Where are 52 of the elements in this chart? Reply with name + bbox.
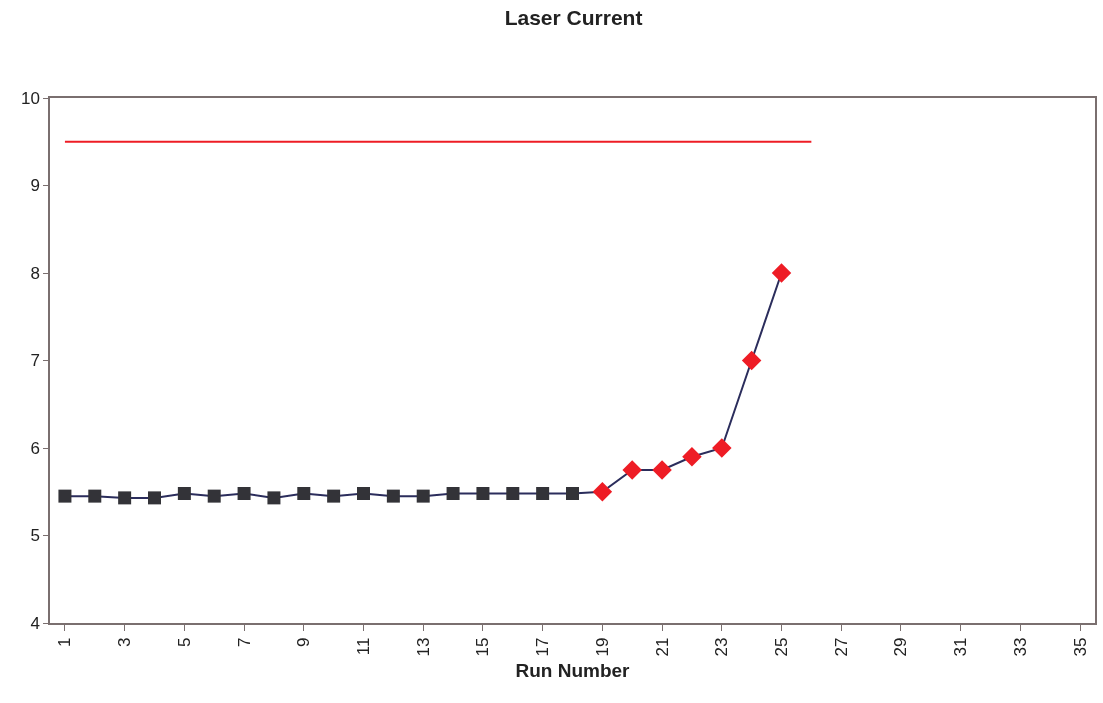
x-tick-label: 23 xyxy=(712,637,732,657)
y-tick-label: 6 xyxy=(30,438,40,458)
x-tick-label: 7 xyxy=(234,637,254,648)
y-tick-label: 8 xyxy=(30,263,40,283)
point xyxy=(476,487,490,500)
point xyxy=(536,487,550,500)
x-tick-label: 21 xyxy=(652,637,672,657)
y-tick-label: 10 xyxy=(20,88,40,108)
y-tick-label: 7 xyxy=(30,351,40,371)
point xyxy=(446,487,460,500)
point xyxy=(148,491,161,505)
point xyxy=(592,482,613,502)
point xyxy=(416,489,430,503)
point xyxy=(58,489,72,503)
y-tick-label: 9 xyxy=(30,176,40,196)
point xyxy=(297,487,311,500)
x-tick-label: 27 xyxy=(831,637,851,657)
point xyxy=(622,460,642,480)
point xyxy=(741,350,762,371)
point xyxy=(566,487,579,500)
point xyxy=(506,487,520,500)
y-tick-label: 4 xyxy=(30,613,40,633)
point xyxy=(88,489,102,503)
x-tick-label: 5 xyxy=(174,637,194,648)
x-tick-label: 19 xyxy=(592,637,612,657)
point xyxy=(267,491,281,505)
x-tick-label: 29 xyxy=(891,637,911,657)
point xyxy=(652,460,672,480)
x-tick-label: 3 xyxy=(115,637,135,648)
point xyxy=(237,487,251,500)
x-axis-title: Run Number xyxy=(515,659,631,681)
x-tick-label: 35 xyxy=(1070,637,1090,657)
point xyxy=(177,487,191,500)
point xyxy=(118,491,132,505)
x-tick-label: 13 xyxy=(413,637,433,657)
x-tick-label: 15 xyxy=(473,637,493,657)
point xyxy=(207,489,221,503)
point xyxy=(771,263,792,283)
x-tick-label: 33 xyxy=(1010,637,1030,657)
x-tick-label: 17 xyxy=(533,637,553,657)
x-tick-label: 25 xyxy=(772,637,792,657)
x-tick-label: 1 xyxy=(55,637,75,648)
point xyxy=(682,447,702,467)
x-tick-label: 9 xyxy=(294,637,314,648)
point xyxy=(386,489,400,503)
chart-title: Laser Current xyxy=(504,6,643,30)
x-tick-label: 31 xyxy=(951,637,971,657)
x-tick-label: 11 xyxy=(354,637,374,656)
point xyxy=(327,489,341,503)
y-tick-label: 5 xyxy=(30,526,40,546)
point xyxy=(357,487,370,500)
point xyxy=(712,438,732,458)
